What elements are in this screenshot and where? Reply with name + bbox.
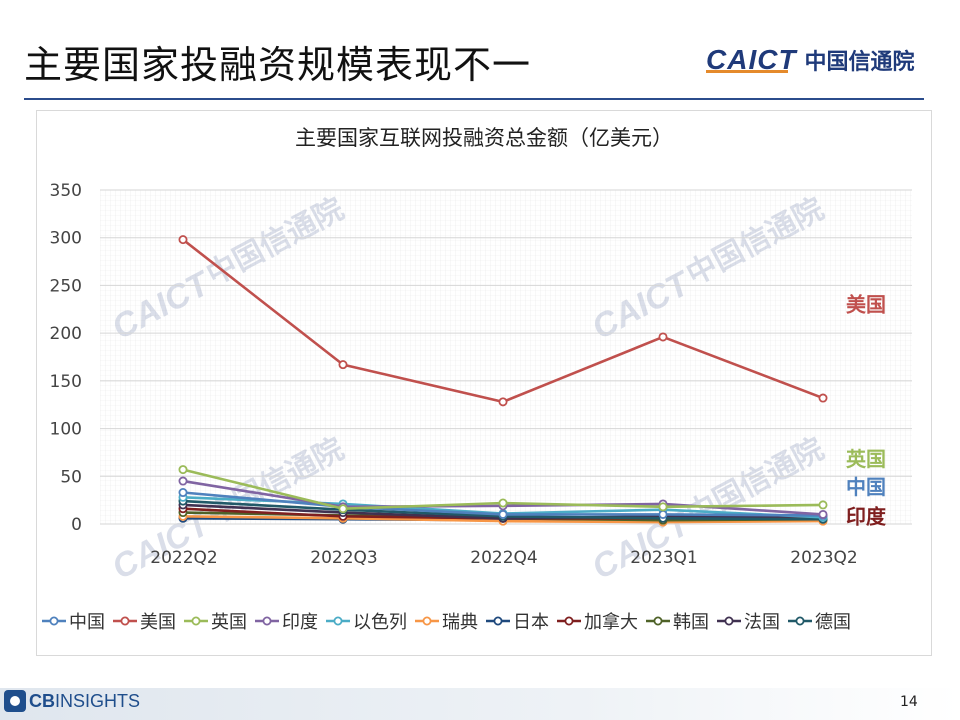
legend-item: 以色列 [326, 612, 407, 633]
legend-swatch-marker [653, 616, 663, 626]
data-point [178, 488, 188, 498]
caict-logo-cn: 中国信通院 [804, 50, 915, 75]
legend-label: 英国 [211, 612, 247, 633]
legend-item: 印度 [255, 612, 318, 633]
legend-label: 美国 [140, 612, 176, 633]
y-tick-label: 50 [60, 467, 82, 487]
y-tick-label: 350 [50, 181, 82, 201]
chart-title: 主要国家互联网投融资总金额（亿美元） [295, 126, 673, 150]
cb-logo-prefix: CB [29, 690, 55, 711]
data-point [498, 509, 508, 519]
y-tick-label: 300 [50, 229, 82, 249]
legend-swatch-marker [333, 616, 343, 626]
legend-label: 印度 [282, 612, 318, 633]
legend-item: 德国 [788, 612, 851, 633]
y-tick-label: 250 [50, 276, 82, 296]
slide-title: 主要国家投融资规模表现不一 [24, 43, 532, 87]
data-point [658, 332, 668, 342]
data-point [818, 393, 828, 403]
y-tick-label: 0 [71, 515, 82, 535]
legend-swatch-marker [795, 616, 805, 626]
series-美国 [178, 235, 828, 407]
data-point [818, 509, 828, 519]
y-tick-label: 200 [50, 324, 82, 344]
legend-item: 瑞典 [415, 612, 478, 633]
caict-logo-underline [706, 70, 788, 73]
legend-label: 日本 [513, 612, 549, 633]
x-tick-label: 2023Q1 [630, 548, 697, 568]
legend-label: 以色列 [353, 612, 407, 633]
title-divider [24, 98, 924, 100]
legend-item: 加拿大 [557, 611, 638, 633]
legend-item: 法国 [717, 612, 780, 633]
legend-swatch-marker [262, 616, 272, 626]
legend-item: 日本 [486, 612, 549, 633]
legend-label: 瑞典 [442, 612, 478, 633]
y-tick-label: 100 [50, 420, 82, 440]
legend-swatch-marker [564, 616, 574, 626]
cb-insights-mark-icon [4, 690, 26, 712]
legend-swatch-marker [191, 616, 201, 626]
data-point [498, 397, 508, 407]
legend-label: 法国 [744, 612, 780, 633]
x-tick-label: 2022Q4 [470, 548, 537, 568]
data-point [178, 465, 188, 475]
series-annotation: 美国 [846, 293, 886, 317]
x-tick-label: 2023Q2 [790, 548, 857, 568]
caict-logo: CAICT 中国信通院 [706, 44, 915, 78]
legend-swatch-marker [120, 616, 130, 626]
legend-label: 中国 [69, 612, 105, 633]
series-annotation: 印度 [846, 504, 887, 528]
legend-swatch-marker [724, 616, 734, 626]
legend-item: 英国 [184, 612, 247, 633]
caict-logo-en: CAICT [706, 44, 797, 75]
legend-swatch-marker [422, 616, 432, 626]
x-tick-label: 2022Q2 [150, 548, 217, 568]
data-point [338, 504, 348, 514]
footer-band [0, 688, 960, 720]
legend-label: 韩国 [673, 612, 709, 633]
data-point [338, 360, 348, 370]
data-point [818, 500, 828, 510]
cb-logo-suffix: INSIGHTS [55, 690, 141, 711]
data-point [498, 498, 508, 508]
data-point [178, 235, 188, 245]
plot-area-background [100, 190, 912, 524]
data-point [178, 476, 188, 486]
legend-label: 加拿大 [584, 611, 638, 633]
x-tick-label: 2022Q3 [310, 548, 377, 568]
series-annotation: 中国 [846, 475, 886, 499]
series-英国 [178, 465, 828, 514]
data-point [658, 509, 668, 519]
series-annotation: 英国 [846, 447, 886, 471]
page-number: 14 [900, 694, 918, 710]
y-tick-label: 150 [50, 372, 82, 392]
legend-label: 德国 [815, 612, 851, 633]
legend-item: 中国 [42, 612, 105, 633]
data-point [658, 502, 668, 512]
legend-item: 美国 [113, 612, 176, 633]
legend-item: 韩国 [646, 612, 709, 633]
legend-swatch-marker [493, 616, 503, 626]
cb-insights-logo: CBINSIGHTS [4, 690, 140, 718]
legend-swatch-marker [49, 616, 59, 626]
